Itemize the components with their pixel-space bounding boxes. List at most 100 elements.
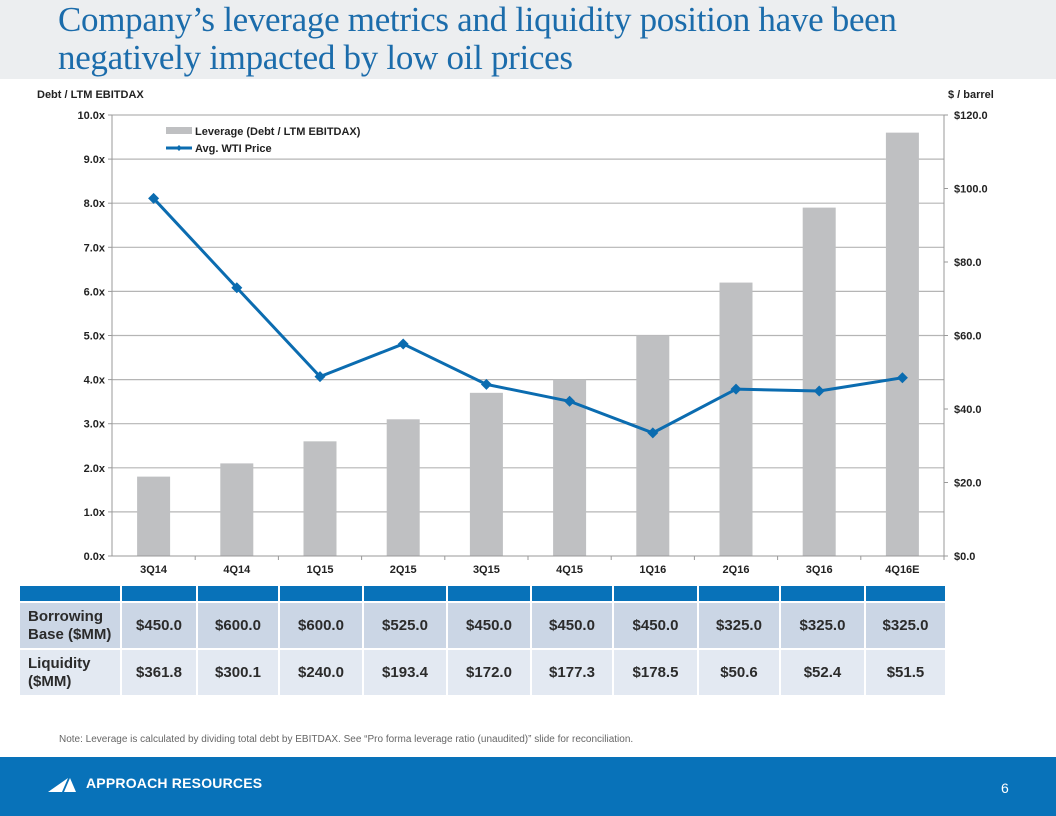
header-cell [280, 586, 362, 601]
wti-point-marker [397, 338, 409, 350]
wti-point-marker [647, 427, 659, 439]
header-cell [866, 586, 945, 601]
right-tick-label: $80.0 [954, 257, 982, 269]
category-label: 3Q14 [140, 564, 168, 576]
table-cell: $450.0 [122, 603, 196, 648]
legend: Leverage (Debt / LTM EBITDAX) Avg. WTI P… [166, 126, 361, 155]
left-tick-label: 5.0x [84, 331, 106, 343]
leverage-bar [719, 282, 753, 556]
category-label: 1Q16 [639, 564, 666, 576]
legend-swatch-leverage [166, 127, 192, 134]
header-cell [122, 586, 196, 601]
table-cell: $325.0 [699, 603, 779, 648]
header-cell [614, 586, 697, 601]
table-row: Liquidity ($MM) $361.8 $300.1 $240.0 $193.4 $… [20, 650, 945, 695]
slide-title: Company’s leverage metrics and liquidity… [58, 0, 897, 77]
legend-label-leverage: Leverage (Debt / LTM EBITDAX) [195, 126, 361, 138]
wti-point-marker [564, 395, 576, 407]
right-tick-label: $20.0 [954, 478, 982, 490]
header-cell [781, 586, 864, 601]
row-label: Liquidity ($MM) [20, 650, 120, 695]
table-cell: $178.5 [614, 650, 697, 695]
table-cell: $450.0 [532, 603, 612, 648]
category-label: 4Q14 [223, 564, 251, 576]
table-cell: $600.0 [280, 603, 362, 648]
table-cell: $51.5 [866, 650, 945, 695]
right-tick-label: $120.0 [954, 110, 988, 122]
table-cell: $50.6 [699, 650, 779, 695]
tick-labels: 0.0x 1.0x 2.0x 3.0x 4.0x 5.0x 6.0x 7.0x 8.0x 9.0x… [77, 110, 987, 576]
footnote: Note: Leverage is calculated by dividing… [59, 734, 634, 745]
table-row: Borrowing Base ($MM) $450.0 $600.0 $600.0 $5… [20, 603, 945, 648]
left-tick-label: 4.0x [84, 375, 106, 387]
right-tick-label: $60.0 [954, 331, 982, 343]
left-tick-label: 0.0x [84, 551, 106, 563]
leverage-bar [137, 476, 171, 556]
table-cell: $172.0 [448, 650, 530, 695]
wti-line [148, 192, 908, 439]
leverage-bar [386, 419, 420, 556]
leverage-bar [802, 207, 836, 557]
wti-point-marker [231, 282, 243, 294]
wti-point-marker [813, 385, 825, 397]
table-cell: $325.0 [866, 603, 945, 648]
wti-point-marker [730, 383, 742, 395]
table-cell: $361.8 [122, 650, 196, 695]
right-tick-label: $100.0 [954, 184, 988, 196]
left-tick-label: 3.0x [84, 419, 106, 431]
table-cell: $600.0 [198, 603, 278, 648]
category-label: 3Q16 [806, 564, 833, 576]
left-tick-label: 10.0x [77, 110, 105, 122]
leverage-bar [303, 441, 337, 556]
leverage-bar [469, 392, 503, 556]
wti-point-marker [896, 372, 908, 384]
left-tick-label: 9.0x [84, 154, 106, 166]
left-tick-label: 6.0x [84, 286, 106, 298]
table-cell: $177.3 [532, 650, 612, 695]
table-cell: $325.0 [781, 603, 864, 648]
header-cell [532, 586, 612, 601]
category-label: 4Q15 [556, 564, 583, 576]
leverage-wti-chart: 0.0x 1.0x 2.0x 3.0x 4.0x 5.0x 6.0x 7.0x 8.0x 9.0x… [77, 110, 987, 576]
axes [108, 114, 948, 560]
table-cell: $300.1 [198, 650, 278, 695]
left-tick-label: 2.0x [84, 463, 106, 475]
leverage-bar [553, 379, 587, 556]
left-tick-label: 1.0x [84, 507, 106, 519]
category-label: 2Q16 [723, 564, 750, 576]
left-axis-title: Debt / LTM EBITDAX [37, 89, 144, 101]
legend-label-wti: Avg. WTI Price [195, 143, 272, 155]
wti-point-marker [314, 371, 326, 383]
left-tick-label: 8.0x [84, 198, 106, 210]
header-cell [198, 586, 278, 601]
right-axis-title: $ / barrel [948, 89, 994, 101]
title-band: Company’s leverage metrics and liquidity… [0, 0, 1056, 79]
leverage-bar [220, 463, 254, 556]
wti-polyline [152, 197, 903, 435]
leverage-bars [137, 132, 919, 557]
table-header-row [20, 586, 945, 601]
table-cell: $525.0 [364, 603, 446, 648]
category-label: 1Q15 [307, 564, 334, 576]
header-cell [364, 586, 446, 601]
wti-point-marker [148, 192, 160, 204]
brand-name: APPROACH RESOURCES [86, 775, 263, 791]
table-cell: $240.0 [280, 650, 362, 695]
wti-point-marker [480, 378, 492, 390]
row-label: Borrowing Base ($MM) [20, 603, 120, 648]
header-cell [448, 586, 530, 601]
footer-bar: APPROACH RESOURCES 6 [0, 757, 1056, 816]
leverage-bar [885, 132, 919, 556]
left-tick-label: 7.0x [84, 242, 106, 254]
table-cell: $193.4 [364, 650, 446, 695]
page-number: 6 [1001, 780, 1009, 796]
table-cell: $450.0 [614, 603, 697, 648]
header-cell [20, 586, 120, 601]
right-tick-label: $0.0 [954, 551, 975, 563]
approach-logo-icon [48, 778, 76, 792]
leverage-bar [636, 335, 670, 556]
header-cell [699, 586, 779, 601]
table-cell: $52.4 [781, 650, 864, 695]
category-label: 2Q15 [390, 564, 417, 576]
right-tick-label: $40.0 [954, 404, 982, 416]
